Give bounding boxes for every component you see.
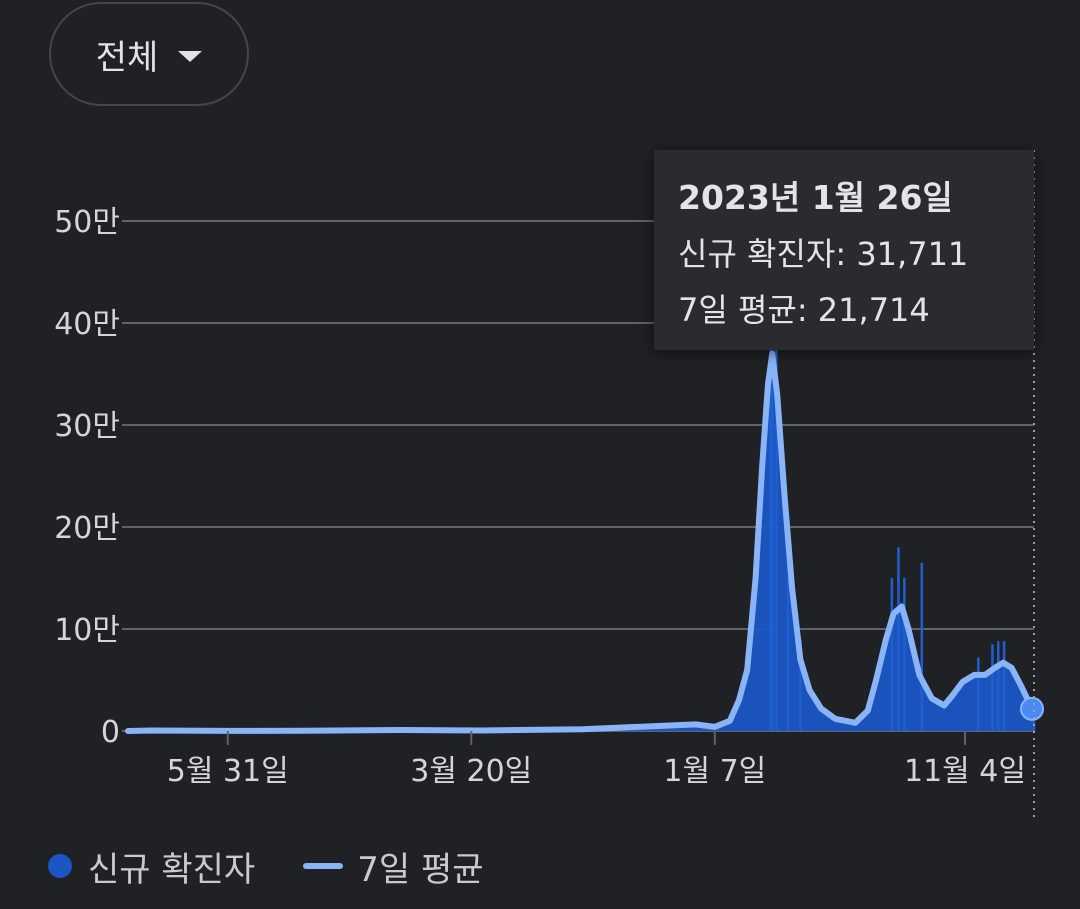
tooltip-date: 2023년 1월 26일: [678, 178, 953, 217]
avg-line: [125, 350, 1037, 734]
legend-new-cases-label: 신규 확진자: [88, 849, 256, 890]
x-tick-label-3: 11월 4일: [904, 754, 1026, 789]
x-tick-label-1: 3월 20일: [410, 754, 532, 789]
chart-tooltip: 2023년 1월 26일 신규 확진자: 31,711 7일 평균: 21,71…: [654, 150, 1034, 350]
y-tick-label-3: 30만: [54, 409, 120, 444]
highlight-point: [1020, 696, 1044, 721]
axis-layer: 0 10만 20만 30만 40만 50만 5월 31일 3월 20일 1월 7일 11월 4일: [54, 150, 1035, 820]
area-layer: [128, 338, 1036, 731]
caret-down-icon: [178, 50, 203, 62]
y-tick-label-4: 40만: [54, 307, 120, 342]
line-layer: [125, 350, 1044, 734]
tooltip-new-cases: 신규 확진자: 31,711: [678, 235, 969, 273]
range-select-label: 전체: [95, 37, 159, 78]
legend-new-cases-swatch: [48, 854, 72, 878]
x-tick-label-0: 5월 31일: [167, 754, 289, 789]
legend-average-swatch: [303, 863, 344, 869]
legend-average-label: 7일 평균: [357, 849, 484, 890]
chart-legend: 신규 확진자 7일 평균: [48, 838, 484, 894]
y-tick-label-0: 0: [101, 715, 120, 750]
tooltip-average: 7일 평균: 21,714: [678, 291, 930, 329]
y-tick-label-1: 10만: [54, 613, 120, 648]
x-tick-label-2: 1월 7일: [663, 754, 766, 789]
y-tick-label-5: 50만: [54, 205, 120, 240]
y-tick-label-2: 20만: [54, 511, 120, 546]
range-select[interactable]: 전체: [49, 2, 249, 106]
